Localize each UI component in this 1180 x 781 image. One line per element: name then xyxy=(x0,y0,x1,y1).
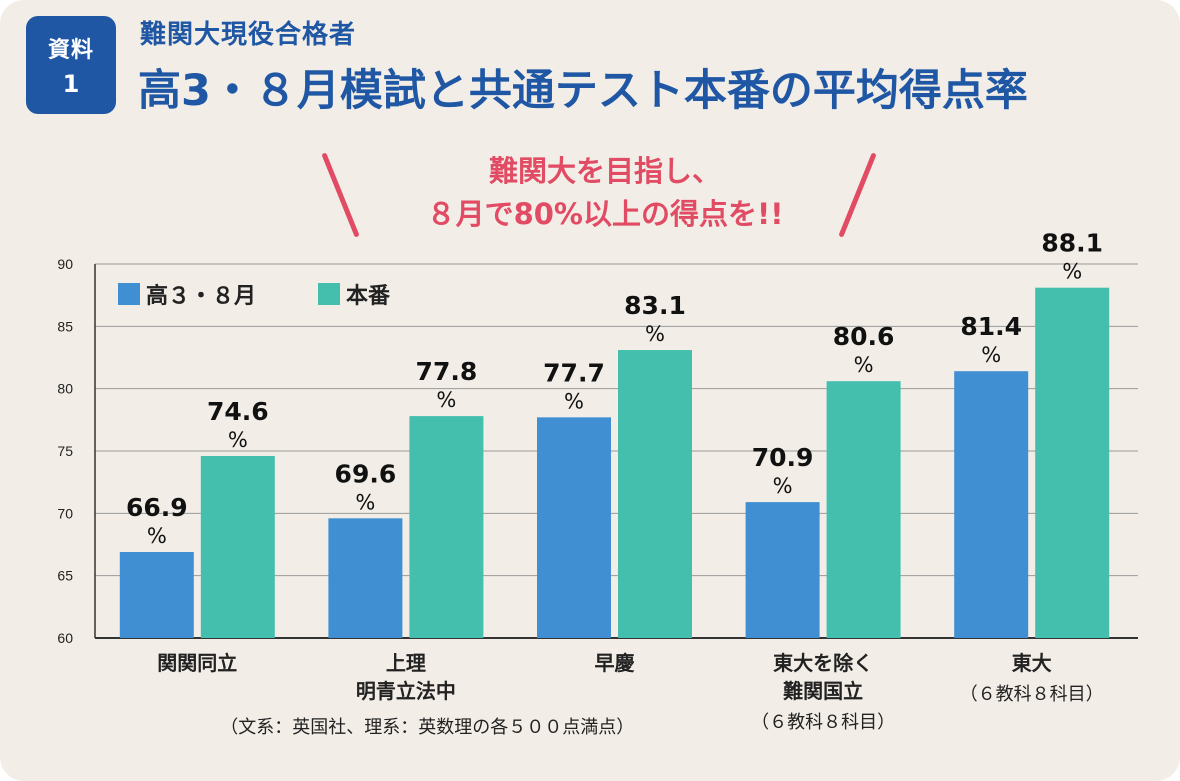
axes: 60 65 70 75 80 85 90 関関同立 （文系：英国社、理系：英数理の各５００点満点… xyxy=(57,256,1103,738)
data-label: 81.4 xyxy=(960,312,1022,341)
y-tick-label: 60 xyxy=(57,630,73,646)
data-label: 80.6 xyxy=(833,322,895,351)
x-tick-note: （６教科８科目） xyxy=(960,684,1104,705)
data-label-unit: % xyxy=(228,428,248,452)
y-tick-label: 65 xyxy=(57,568,73,584)
bar xyxy=(537,417,611,638)
bar xyxy=(618,350,692,638)
bar xyxy=(954,371,1029,638)
bar xyxy=(1035,287,1110,638)
data-label-unit: % xyxy=(981,343,1001,367)
legend: 高３・８月 本番 xyxy=(118,283,391,309)
y-tick-label: 90 xyxy=(57,256,73,272)
value-labels: 66.9%74.6%69.6%77.8%77.7%83.1%70.9%80.6%… xyxy=(126,229,1103,548)
chart-title: 高3・８月模試と共通テスト本番の平均得点率 xyxy=(138,66,1028,116)
data-label-unit: % xyxy=(355,490,375,514)
x-tick-label: 関関同立 xyxy=(157,651,237,675)
x-tick-note: （文系：英国社、理系：英数理の各５００点満点） xyxy=(220,717,634,738)
data-label-unit: % xyxy=(854,353,874,377)
badge-number: 1 xyxy=(62,70,80,98)
x-tick-label: 東大を除く xyxy=(773,651,873,675)
data-label: 83.1 xyxy=(624,291,686,320)
legend-label: 本番 xyxy=(346,284,391,309)
data-label-unit: % xyxy=(645,322,665,346)
y-tick-label: 80 xyxy=(57,381,73,397)
callout-line-2: ８月で80%以上の得点を!! xyxy=(426,197,784,231)
data-label-unit: % xyxy=(436,388,456,412)
data-label-unit: % xyxy=(1062,260,1082,284)
document-badge: 資料 1 xyxy=(26,16,116,114)
legend-swatch xyxy=(118,283,140,305)
data-label-unit: % xyxy=(564,389,584,413)
x-tick-label: 東大 xyxy=(1012,651,1052,675)
x-tick-label: 早慶 xyxy=(595,651,635,675)
legend-label: 高３・８月 xyxy=(146,283,256,309)
bar xyxy=(200,455,275,638)
bar xyxy=(328,518,403,638)
data-label-unit: % xyxy=(773,474,793,498)
data-label: 74.6 xyxy=(207,397,269,426)
data-label: 66.9 xyxy=(126,493,188,522)
y-tick-label: 70 xyxy=(57,505,73,521)
bars xyxy=(119,287,1110,638)
chart-subtitle: 難関大現役合格者 xyxy=(140,20,357,50)
callout-line-1: 難関大を目指し、 xyxy=(488,154,721,188)
legend-swatch xyxy=(318,283,340,305)
y-tick-label: 75 xyxy=(57,443,73,459)
x-tick-label: 上理 xyxy=(386,651,426,675)
bar xyxy=(745,502,820,638)
callout-message: 難関大を目指し、 ８月で80%以上の得点を!! xyxy=(360,150,850,236)
bar xyxy=(409,416,484,638)
data-label: 88.1 xyxy=(1041,229,1103,258)
y-tick-label: 85 xyxy=(57,318,73,334)
data-label: 77.7 xyxy=(543,358,605,387)
data-label: 70.9 xyxy=(752,443,814,472)
x-tick-note: （６教科８科目） xyxy=(751,712,895,733)
badge-label: 資料 xyxy=(47,38,94,63)
data-label-unit: % xyxy=(147,524,167,548)
x-tick-label: 明青立法中 xyxy=(356,679,456,703)
x-tick-label: 難関国立 xyxy=(783,679,863,703)
data-label: 69.6 xyxy=(335,459,397,488)
bar xyxy=(119,551,194,638)
bar xyxy=(826,381,901,638)
data-label: 77.8 xyxy=(416,357,478,386)
